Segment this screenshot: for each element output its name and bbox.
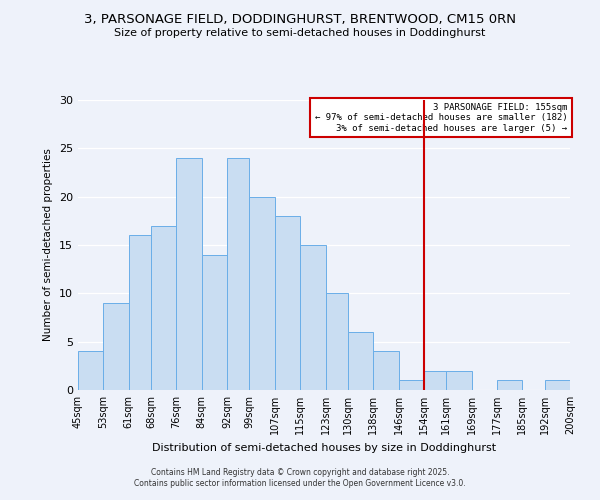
- Bar: [103, 303, 129, 390]
- Bar: [348, 332, 373, 390]
- Bar: [78, 352, 103, 390]
- Bar: [250, 196, 275, 390]
- X-axis label: Distribution of semi-detached houses by size in Doddinghurst: Distribution of semi-detached houses by …: [152, 442, 496, 452]
- Bar: [275, 216, 300, 390]
- Bar: [373, 352, 398, 390]
- Bar: [129, 236, 151, 390]
- Text: 3, PARSONAGE FIELD, DODDINGHURST, BRENTWOOD, CM15 0RN: 3, PARSONAGE FIELD, DODDINGHURST, BRENTW…: [84, 12, 516, 26]
- Bar: [176, 158, 202, 390]
- Bar: [151, 226, 176, 390]
- Text: Size of property relative to semi-detached houses in Doddinghurst: Size of property relative to semi-detach…: [115, 28, 485, 38]
- Bar: [424, 370, 446, 390]
- Bar: [398, 380, 424, 390]
- Bar: [300, 245, 326, 390]
- Bar: [497, 380, 523, 390]
- Bar: [446, 370, 472, 390]
- Bar: [202, 254, 227, 390]
- Text: Contains HM Land Registry data © Crown copyright and database right 2025.
Contai: Contains HM Land Registry data © Crown c…: [134, 468, 466, 487]
- Bar: [227, 158, 250, 390]
- Bar: [326, 294, 348, 390]
- Bar: [545, 380, 570, 390]
- Y-axis label: Number of semi-detached properties: Number of semi-detached properties: [43, 148, 53, 342]
- Text: 3 PARSONAGE FIELD: 155sqm
← 97% of semi-detached houses are smaller (182)
3% of : 3 PARSONAGE FIELD: 155sqm ← 97% of semi-…: [315, 103, 568, 132]
